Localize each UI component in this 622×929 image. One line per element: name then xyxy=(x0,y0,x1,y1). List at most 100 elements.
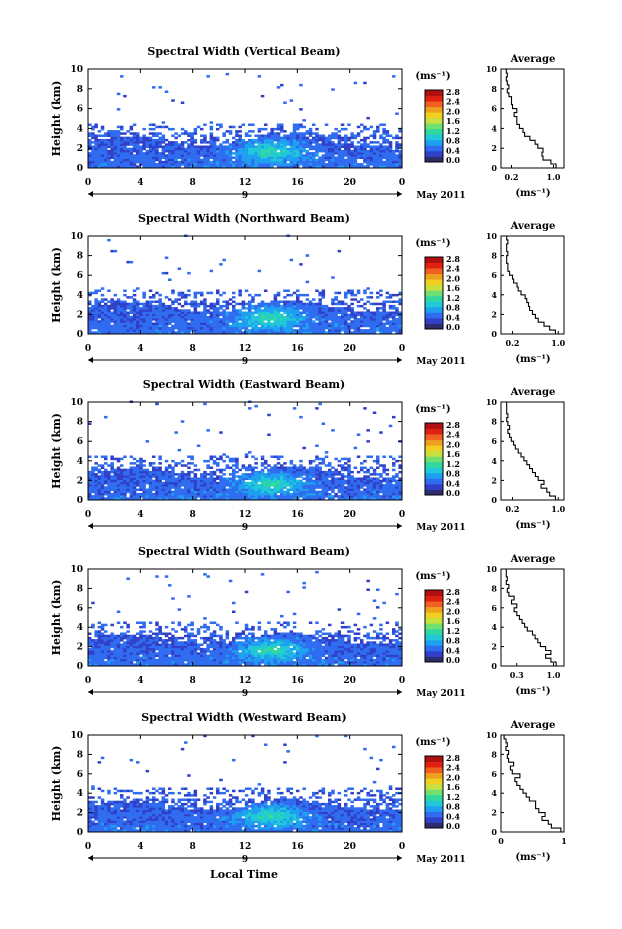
heatmap-cell xyxy=(206,75,210,78)
heatmap-cell xyxy=(280,163,284,166)
heatmap-cell xyxy=(283,154,287,157)
heatmap-cell xyxy=(344,486,348,489)
heatmap-cell xyxy=(180,311,185,314)
colorbar-unit: (ms⁻¹) xyxy=(415,404,450,415)
heatmap-cell xyxy=(283,322,287,325)
heatmap-cell xyxy=(337,324,342,328)
heatmap-cell xyxy=(107,145,111,148)
heatmap-cell xyxy=(395,112,399,115)
heatmap-cell xyxy=(200,138,204,142)
heatmap-cell xyxy=(107,658,111,662)
heatmap-cell xyxy=(145,656,150,660)
heatmap-cell xyxy=(196,492,201,496)
heatmap-cell xyxy=(241,473,246,476)
heatmap-cell xyxy=(315,134,319,137)
heatmap-cell xyxy=(94,322,98,325)
heatmap-cell xyxy=(235,492,239,496)
heatmap-cell xyxy=(276,322,281,325)
heatmap-cell xyxy=(120,643,124,646)
heatmap-cell xyxy=(248,134,252,137)
heatmap-cell xyxy=(158,125,162,129)
heatmap-cell xyxy=(120,475,124,478)
heatmap-cell xyxy=(305,130,310,133)
heatmap-cell xyxy=(228,497,233,500)
heatmap-cell xyxy=(100,138,105,142)
heatmap-cell xyxy=(360,149,364,153)
x-tick-label: 4 xyxy=(137,344,143,354)
heatmap-cell xyxy=(120,636,124,640)
heatmap-cell xyxy=(395,145,399,148)
heatmap-cell xyxy=(232,145,236,148)
date-arrow-right xyxy=(397,523,402,529)
heatmap-cell xyxy=(334,298,338,301)
heatmap-cell xyxy=(334,322,338,325)
heatmap-cell xyxy=(264,141,268,144)
heatmap-cell xyxy=(168,320,172,323)
heatmap-cell xyxy=(289,309,294,312)
heatmap-cell xyxy=(212,318,217,321)
heatmap-cell xyxy=(350,470,354,474)
heatmap-cell xyxy=(193,165,198,168)
heatmap-cell xyxy=(171,158,175,162)
heatmap-cell xyxy=(324,165,329,168)
heatmap-cell xyxy=(206,318,210,321)
heatmap-cell xyxy=(113,322,118,325)
profile-line xyxy=(506,236,556,334)
heatmap-cell xyxy=(276,304,281,308)
heatmap-cell xyxy=(267,433,271,436)
heatmap-cell xyxy=(324,149,329,153)
heatmap-cell xyxy=(241,145,246,148)
heatmap-cell xyxy=(331,145,335,148)
heatmap-cell xyxy=(324,486,329,489)
heatmap-cell xyxy=(392,311,396,314)
heatmap-cell xyxy=(216,462,220,465)
heatmap-cell xyxy=(292,313,297,317)
heatmap-cell xyxy=(267,315,271,319)
heatmap-cell xyxy=(142,484,146,487)
heatmap-cell xyxy=(190,311,194,314)
heatmap-cell xyxy=(168,149,172,153)
heatmap-cell xyxy=(196,329,201,332)
heatmap-cell xyxy=(385,497,390,500)
heatmap-cell xyxy=(372,324,377,328)
heatmap-cell xyxy=(203,331,207,334)
heatmap-cell xyxy=(241,156,246,159)
heatmap-cell xyxy=(110,470,114,474)
heatmap-cell xyxy=(276,488,281,491)
heatmap-cell xyxy=(158,138,162,142)
heatmap-cell xyxy=(324,470,329,474)
heatmap-cell xyxy=(276,309,281,312)
heatmap-cell xyxy=(123,645,127,649)
heatmap-cell xyxy=(273,488,278,491)
heatmap-cell xyxy=(289,315,294,319)
heatmap-cell xyxy=(366,320,370,323)
heatmap-cell xyxy=(145,634,150,638)
heatmap-cell xyxy=(251,320,255,323)
heatmap-cell xyxy=(308,466,313,469)
heatmap-cell xyxy=(123,475,127,478)
heatmap-cell xyxy=(312,136,316,140)
heatmap-cell xyxy=(97,479,102,483)
heatmap-cell xyxy=(161,477,166,480)
heatmap-cell xyxy=(347,468,351,472)
heatmap-cell xyxy=(286,134,290,137)
heatmap-cell xyxy=(273,477,278,480)
heatmap-cell xyxy=(235,475,239,478)
heatmap-cell xyxy=(376,466,380,469)
heatmap-cell xyxy=(155,495,159,498)
heatmap-cell xyxy=(168,278,172,281)
heatmap-cell xyxy=(200,479,204,483)
heatmap-cell xyxy=(132,488,137,491)
heatmap-cell xyxy=(184,156,188,159)
heatmap-cell xyxy=(88,490,92,494)
heatmap-cell xyxy=(356,497,361,500)
heatmap-cell xyxy=(379,315,383,319)
heatmap-cell xyxy=(315,318,319,321)
heatmap-cell xyxy=(270,488,274,491)
heatmap-cell xyxy=(164,473,169,476)
heatmap-cell xyxy=(356,149,361,153)
heatmap-cell xyxy=(376,313,380,317)
heatmap-cell xyxy=(228,298,233,301)
heatmap-cell xyxy=(334,324,338,328)
heatmap-cell xyxy=(299,136,303,140)
